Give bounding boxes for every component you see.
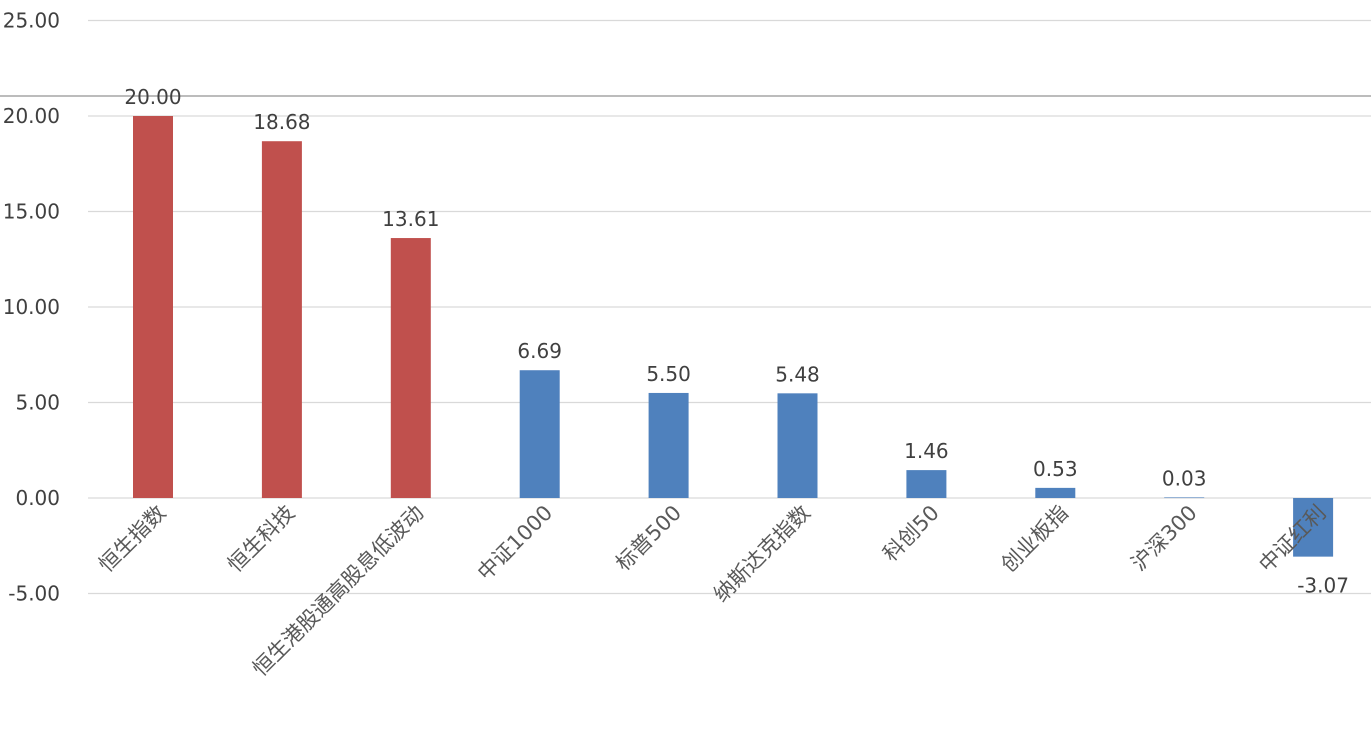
data-label: 13.61 — [382, 207, 439, 231]
category-label: 中证1000 — [473, 501, 557, 585]
y-tick-label: 20.00 — [3, 104, 60, 128]
bar — [1164, 497, 1205, 499]
data-label: 0.53 — [1033, 457, 1078, 481]
data-label: -3.07 — [1297, 574, 1349, 598]
data-label: 18.68 — [253, 110, 310, 134]
y-tick-label: -5.00 — [8, 582, 60, 606]
data-label: 1.46 — [904, 439, 949, 463]
y-tick-label: 15.00 — [3, 200, 60, 224]
y-tick-label: 0.00 — [15, 486, 60, 510]
y-axis-tick-labels: 25.00 20.00 15.00 10.00 5.00 0.00 -5.00 — [3, 9, 60, 606]
category-label: 标普500 — [611, 501, 686, 576]
bars — [133, 116, 1334, 557]
category-label: 恒生指数 — [94, 501, 170, 577]
bar — [261, 141, 302, 498]
category-label: 沪深300 — [1127, 501, 1202, 576]
data-label: 0.03 — [1162, 466, 1207, 490]
category-label: 纳斯达克指数 — [709, 501, 815, 607]
data-label: 5.50 — [646, 362, 691, 386]
bar — [519, 370, 560, 498]
bar — [777, 393, 818, 498]
y-tick-label: 10.00 — [3, 295, 60, 319]
category-label: 科创50 — [878, 501, 944, 567]
bar — [648, 392, 689, 498]
category-label: 恒生科技 — [223, 501, 299, 577]
bar — [390, 238, 431, 498]
data-label: 6.69 — [517, 339, 562, 363]
data-label: 5.48 — [775, 362, 820, 386]
bar — [906, 470, 947, 498]
category-label: 创业板指 — [996, 501, 1072, 577]
data-labels: 20.00 18.68 13.61 6.69 5.50 5.48 1.46 0.53 0.03 -… — [124, 85, 1349, 598]
data-label: 20.00 — [124, 85, 181, 109]
y-tick-label: 25.00 — [3, 9, 60, 33]
y-tick-label: 5.00 — [15, 391, 60, 415]
bar — [1293, 498, 1334, 557]
bar — [133, 116, 173, 498]
bar — [1035, 487, 1076, 498]
